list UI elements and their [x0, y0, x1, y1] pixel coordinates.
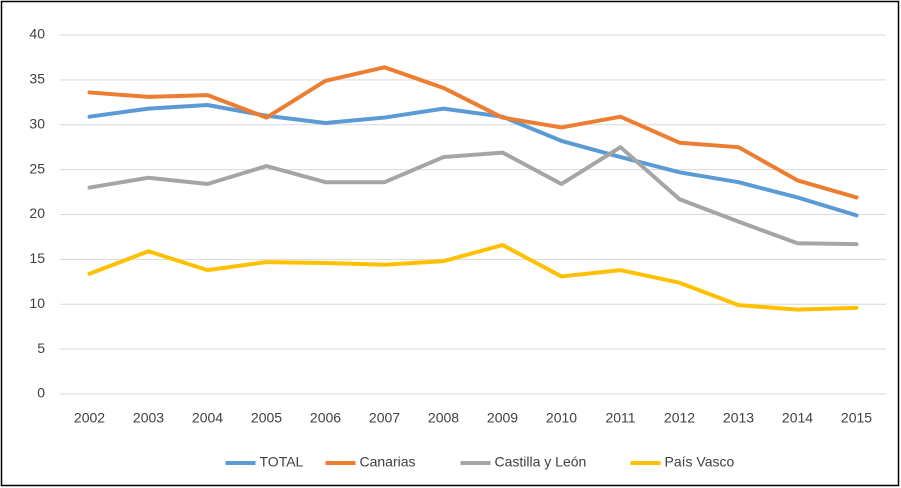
- x-tick-label: 2002: [74, 410, 105, 426]
- x-tick-label: 2011: [605, 410, 635, 426]
- y-tick-label: 20: [29, 205, 45, 221]
- y-tick-label: 25: [29, 160, 45, 176]
- legend-label: Canarias: [360, 454, 416, 470]
- series-line: [87, 65, 859, 200]
- x-tick-label: 2013: [723, 410, 754, 426]
- y-tick-label: 10: [29, 295, 45, 311]
- series-line: [87, 243, 859, 312]
- series-line: [87, 145, 859, 247]
- y-tick-label: 35: [29, 71, 45, 87]
- x-tick-label: 2004: [192, 410, 223, 426]
- legend-label: TOTAL: [260, 454, 304, 470]
- legend-label: País Vasco: [665, 454, 735, 470]
- y-tick-label: 40: [29, 26, 45, 42]
- x-tick-label: 2009: [487, 410, 518, 426]
- x-tick-label: 2010: [546, 410, 577, 426]
- x-tick-label: 2007: [369, 410, 400, 426]
- y-tick-label: 30: [29, 115, 45, 131]
- x-tick-label: 2006: [310, 410, 341, 426]
- y-tick-label: 5: [37, 340, 45, 356]
- x-tick-label: 2008: [428, 410, 459, 426]
- x-tick-label: 2005: [251, 410, 282, 426]
- x-tick-label: 2015: [841, 410, 872, 426]
- x-tick-label: 2012: [664, 410, 695, 426]
- x-tick-label: 2003: [133, 410, 164, 426]
- y-tick-label: 15: [29, 250, 45, 266]
- x-tick-label: 2014: [782, 410, 813, 426]
- series-line: [87, 103, 859, 218]
- legend-label: Castilla y León: [495, 454, 587, 470]
- y-tick-label: 0: [37, 385, 45, 401]
